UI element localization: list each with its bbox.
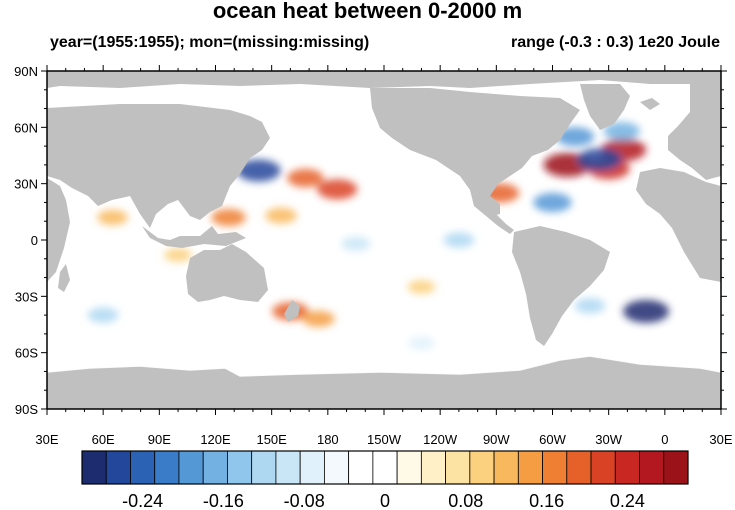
x-tick-label: 30W	[595, 432, 622, 447]
colorbar-swatch	[251, 450, 277, 485]
colorbar-swatch	[420, 450, 446, 485]
x-axis-labels: 30E 60E 90E 120E 150E 180 150W 120W 90W 60W 30W 0 30…	[35, 432, 732, 447]
colorbar-swatch	[299, 450, 325, 485]
y-tick-label: 90N	[14, 64, 38, 79]
anomaly-cell	[574, 298, 606, 314]
x-tick-label: 90W	[483, 432, 510, 447]
x-tick-label: 30E	[709, 432, 732, 447]
colorbar-frame	[81, 450, 689, 485]
colorbar-label: -0.24	[122, 491, 163, 510]
colorbar-swatch	[614, 450, 640, 485]
colorbar-swatch	[469, 450, 495, 485]
colorbar-swatch	[445, 450, 471, 485]
colorbar-swatch	[372, 450, 398, 485]
colorbar-label: 0	[380, 491, 390, 510]
anomaly-cell	[533, 192, 572, 213]
colorbar-label: -0.16	[203, 491, 244, 510]
anomaly-cell	[341, 236, 371, 251]
x-tick-label: 0	[661, 432, 668, 447]
colorbar-labels: -0.24 -0.16 -0.08 0 0.08 0.16 0.24	[122, 491, 645, 510]
anomaly-cell	[407, 279, 436, 294]
anomaly-cell	[555, 127, 595, 147]
colorbar-swatch	[396, 450, 422, 485]
anomaly-cell	[211, 208, 246, 227]
colorbar-swatch	[542, 450, 568, 485]
axis-ticks	[41, 65, 727, 415]
land-greenland	[580, 84, 630, 130]
anomaly-cell	[623, 299, 670, 323]
colorbar-swatch	[323, 450, 350, 485]
colorbar-swatch	[178, 450, 204, 485]
land-north-africa	[636, 168, 721, 282]
y-axis-labels: 90N 60N 30N 0 30S 60S 90S	[14, 64, 38, 417]
x-tick-label: 60W	[539, 432, 566, 447]
colorbar-swatch	[227, 450, 253, 485]
x-tick-label: 150W	[367, 432, 402, 447]
land-south-america	[512, 226, 610, 346]
anomaly-cell	[408, 336, 435, 350]
land-madagascar	[58, 264, 70, 292]
x-tick-label: 60E	[92, 432, 115, 447]
anomaly-cell	[603, 121, 641, 141]
coast-halo	[47, 355, 721, 377]
land-mask	[47, 71, 721, 409]
colorbar-swatch	[130, 450, 156, 485]
x-tick-label: 150E	[256, 432, 287, 447]
y-tick-label: 90S	[15, 402, 38, 417]
land-arctic-rim	[47, 71, 721, 88]
colorbar-swatch	[639, 450, 665, 485]
colorbar-swatch	[517, 450, 543, 485]
anomaly-cell	[236, 159, 281, 182]
colorbar-swatch	[493, 450, 519, 485]
subtitle-value-range: range (-0.3 : 0.3) 1e20 Joule	[511, 34, 720, 51]
anomaly-cell	[164, 248, 192, 262]
colorbar-swatch	[590, 450, 616, 485]
y-tick-label: 30N	[14, 177, 38, 192]
colorbar-swatch	[81, 450, 107, 485]
x-tick-label: 180	[317, 432, 339, 447]
land-australia	[186, 244, 268, 302]
land-europe	[668, 84, 721, 180]
colorbar-swatch	[348, 450, 374, 485]
colorbar-label: 0.16	[529, 491, 564, 510]
y-tick-label: 60N	[14, 120, 38, 135]
anomaly-cell	[317, 179, 358, 200]
y-tick-label: 30S	[15, 289, 38, 304]
land-eurasia	[47, 104, 270, 228]
land-africa	[47, 178, 70, 282]
land-iceland	[640, 98, 660, 110]
colorbar-swatch	[154, 450, 180, 485]
anomaly-cell	[97, 209, 128, 226]
x-tick-label: 90E	[148, 432, 171, 447]
anomaly-cell	[302, 310, 335, 328]
colorbar-label: -0.08	[284, 491, 325, 510]
anomaly-cell	[265, 207, 297, 224]
land-sumatra-borneo	[142, 226, 246, 248]
colorbar	[81, 450, 689, 485]
anomaly-cell	[87, 307, 119, 323]
anomaly-cell	[443, 232, 475, 248]
colorbar-label: 0.08	[448, 491, 483, 510]
anomaly-cell	[577, 148, 622, 171]
x-tick-label: 30E	[35, 432, 58, 447]
x-tick-label: 120E	[200, 432, 231, 447]
anomaly-cell	[287, 168, 324, 188]
y-tick-label: 60S	[15, 346, 38, 361]
land-new-zealand	[284, 300, 300, 322]
land-central-america	[470, 190, 514, 234]
colorbar-swatch	[566, 450, 592, 485]
subtitle-time-range: year=(1955:1955); mon=(missing:missing)	[50, 34, 370, 51]
colorbar-swatch	[275, 450, 301, 485]
colorbar-swatch	[105, 450, 131, 485]
colorbar-swatch	[663, 450, 689, 485]
y-tick-label: 0	[31, 233, 38, 248]
page-title: ocean heat between 0-2000 m	[212, 0, 523, 23]
land-north-america	[370, 88, 580, 216]
x-tick-label: 120W	[423, 432, 458, 447]
heat-anomaly-field	[87, 121, 670, 350]
colorbar-label: 0.24	[610, 491, 645, 510]
colorbar-swatch	[202, 450, 228, 485]
